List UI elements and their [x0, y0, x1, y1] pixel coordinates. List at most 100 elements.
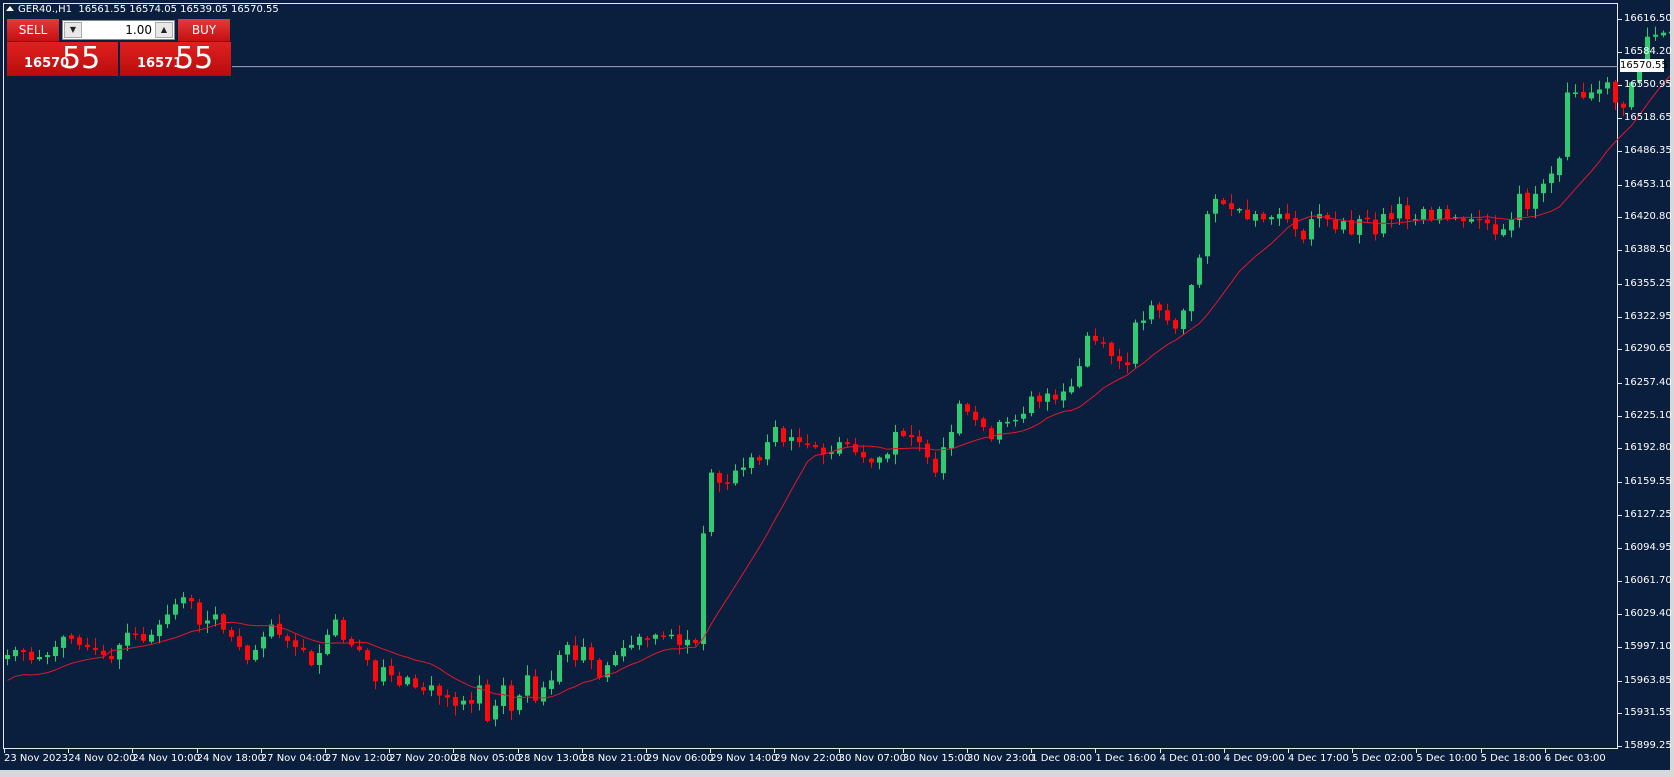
bear-candle — [21, 648, 26, 662]
bull-candle — [1213, 194, 1218, 223]
bull-candle — [1005, 417, 1010, 427]
bear-candle — [93, 637, 98, 656]
price-tick-label: 16322.95 — [1618, 310, 1672, 322]
collapse-triangle-icon[interactable] — [6, 6, 14, 11]
bear-candle — [1221, 197, 1226, 206]
symbol-name: GER40.,H1 — [18, 4, 72, 15]
bear-candle — [245, 644, 250, 665]
bull-candle — [1501, 223, 1506, 237]
bull-candle — [773, 420, 778, 447]
price-tick-label: 15997.10 — [1618, 640, 1672, 652]
bear-candle — [389, 658, 394, 683]
bear-candle — [349, 636, 354, 648]
bear-candle — [277, 614, 282, 639]
buy-button[interactable]: BUY — [178, 19, 230, 42]
bull-candle — [13, 646, 18, 662]
sell-button[interactable]: SELL — [7, 19, 59, 42]
bull-candle — [1141, 311, 1146, 331]
price-tick-label: 16453.10 — [1618, 178, 1672, 190]
time-tick-label: 5 Dec 10:00 — [1416, 749, 1478, 764]
time-tick-label: 30 Nov 15:00 — [902, 749, 971, 764]
bull-candle — [613, 650, 618, 667]
bear-candle — [1429, 206, 1434, 222]
bull-candle — [181, 592, 186, 609]
price-tick-label: 16094.95 — [1618, 541, 1672, 553]
lot-decrease-arrow-icon[interactable]: ▼ — [64, 22, 82, 38]
bear-candle — [77, 634, 82, 650]
bull-candle — [1453, 214, 1458, 221]
time-tick-label: 28 Nov 21:00 — [581, 749, 650, 764]
bear-candle — [285, 633, 290, 649]
time-tick-label: 27 Nov 12:00 — [325, 749, 393, 764]
bear-candle — [469, 691, 474, 714]
bull-candle — [701, 525, 706, 651]
plot-area[interactable] — [3, 3, 1618, 749]
time-tick-label: 27 Nov 04:00 — [260, 749, 329, 764]
bull-candle — [1549, 166, 1554, 193]
bear-candle — [229, 627, 234, 642]
bull-candle — [669, 629, 674, 640]
time-tick-label: 5 Dec 18:00 — [1480, 749, 1542, 764]
price-tick-label: 16127.25 — [1618, 508, 1672, 520]
lot-increase-arrow-icon[interactable]: ▲ — [155, 22, 173, 38]
bear-candle — [1245, 199, 1250, 221]
bear-candle — [1405, 197, 1410, 230]
bull-candle — [549, 670, 554, 695]
bear-candle — [509, 680, 514, 720]
bear-candle — [1101, 336, 1106, 348]
bull-candle — [1557, 156, 1562, 182]
bear-candle — [1301, 228, 1306, 244]
bear-candle — [933, 451, 938, 477]
bull-candle — [1149, 300, 1154, 324]
bear-candle — [1285, 203, 1290, 223]
bull-candle — [1597, 80, 1602, 103]
bull-candle — [261, 631, 266, 658]
bear-candle — [357, 639, 362, 652]
price-tick-label: 16355.25 — [1618, 277, 1672, 289]
bull-candle — [829, 445, 834, 460]
lot-size-stepper[interactable]: ▼ 1.00 ▲ — [62, 20, 175, 40]
bull-candle — [565, 641, 570, 663]
bear-candle — [85, 637, 90, 651]
time-tick-label: 24 Nov 18:00 — [196, 749, 265, 764]
bull-candle — [1269, 215, 1274, 225]
bull-candle — [885, 452, 890, 463]
bull-candle — [53, 640, 58, 662]
bear-candle — [1525, 188, 1530, 217]
bull-candle — [461, 695, 466, 711]
price-tick-label: 16388.50 — [1618, 244, 1672, 256]
bull-candle — [765, 434, 770, 466]
bear-candle — [1157, 301, 1162, 319]
bull-candle — [1397, 196, 1402, 225]
bear-candle — [1621, 101, 1626, 117]
bear-candle — [1125, 352, 1130, 374]
buy-price-pips: 55 — [175, 41, 214, 76]
bull-candle — [1437, 206, 1442, 224]
price-tick-label: 15899.25 — [1618, 740, 1672, 751]
buy-price-button[interactable]: 16571 55 — [120, 42, 231, 76]
time-tick-label: 28 Nov 13:00 — [517, 749, 586, 764]
bull-candle — [581, 638, 586, 664]
bear-candle — [485, 679, 490, 723]
bull-candle — [1021, 406, 1026, 423]
bull-candle — [1661, 30, 1666, 38]
bear-candle — [909, 424, 914, 446]
bull-candle — [893, 424, 898, 465]
bear-candle — [413, 674, 418, 689]
price-tick-label: 16257.40 — [1618, 376, 1672, 388]
bull-candle — [605, 661, 610, 683]
bull-candle — [1541, 179, 1546, 203]
time-tick-label: 29 Nov 14:00 — [710, 749, 778, 764]
price-tick-label: 15931.55 — [1618, 707, 1672, 719]
bear-candle — [133, 627, 138, 640]
bear-candle — [373, 659, 378, 690]
time-tick-label: 28 Nov 05:00 — [453, 749, 521, 764]
bear-candle — [717, 470, 722, 493]
sell-price-button[interactable]: 16570 55 — [7, 42, 118, 76]
bull-candle — [957, 400, 962, 436]
bull-candle — [1669, 31, 1670, 34]
bull-candle — [61, 635, 66, 658]
bull-candle — [1413, 213, 1418, 226]
lot-size-value[interactable]: 1.00 — [125, 23, 152, 37]
